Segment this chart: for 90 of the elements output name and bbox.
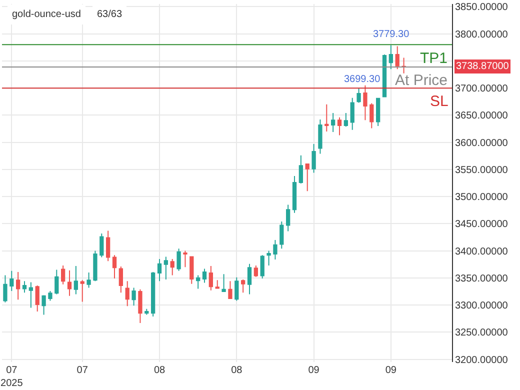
- candlestick: [61, 264, 66, 285]
- candlestick: [344, 112, 348, 128]
- candlestick: [157, 258, 162, 282]
- candlestick: [298, 154, 303, 184]
- candlestick: [273, 239, 278, 260]
- x-tick-label: 08: [154, 365, 166, 376]
- candlestick: [260, 254, 264, 279]
- x-tick-label: 07: [76, 365, 88, 376]
- candlestick: [382, 54, 387, 98]
- x-tick-label: 09: [385, 365, 397, 376]
- candlestick: [28, 282, 33, 308]
- y-tick-label: 3400.00000: [455, 246, 508, 258]
- y-tick-label: 3200.00000: [455, 354, 508, 366]
- candlestick: [395, 46, 400, 70]
- candlestick: [350, 97, 354, 130]
- y-tick-label: 3550.00000: [455, 164, 508, 176]
- candlestick: [331, 112, 336, 133]
- candlestick: [183, 250, 188, 268]
- candlestick: [402, 57, 406, 74]
- x-tick-label: 08: [231, 365, 243, 376]
- candlestick: [305, 164, 310, 192]
- candlestick: [312, 143, 316, 174]
- candlestick: [208, 265, 213, 291]
- x-tick-label: 09: [308, 365, 320, 376]
- candlestick: [176, 248, 181, 272]
- candlestick: [93, 250, 98, 282]
- text: 63/63: [97, 9, 122, 20]
- candlestick: [35, 285, 40, 312]
- candlestick: [151, 271, 156, 317]
- candlestick: [202, 268, 207, 284]
- y-tick-label: 3600.00000: [455, 138, 508, 149]
- candlestick: [86, 272, 91, 288]
- candlestick: [10, 270, 14, 292]
- candlestick: [144, 308, 149, 316]
- y-tick-label: 3800.00000: [455, 29, 508, 40]
- y-tick-label: 3500.00000: [455, 192, 508, 204]
- candlestick: [54, 269, 59, 295]
- y-tick-label: 3300.00000: [455, 300, 508, 312]
- x-tick-label: 07 2025: [0, 365, 24, 389]
- candlestick: [363, 84, 368, 121]
- candlestick: [80, 280, 84, 302]
- candlestick: [74, 265, 78, 295]
- candlestick: [376, 97, 380, 127]
- candlestick: [286, 204, 290, 232]
- candlestick: [125, 280, 130, 307]
- candlestick: [234, 276, 239, 302]
- candlestick: [356, 88, 361, 104]
- candlestick: [190, 256, 194, 284]
- candlestick: [388, 44, 393, 70]
- ref-line-label: At Price: [395, 72, 448, 89]
- y-tick-label: 3850.00000: [455, 2, 508, 14]
- ref-line-label: TP1: [420, 50, 448, 67]
- text: gold-ounce-usd: [12, 9, 81, 20]
- text: 3738.87000: [456, 61, 510, 72]
- candlestick: [138, 288, 142, 324]
- candlestick: [324, 104, 329, 132]
- y-tick-label: 3450.00000: [455, 219, 508, 230]
- candlestick: [164, 256, 168, 280]
- candlestick: [222, 274, 226, 292]
- ref-line-label: SL: [430, 93, 448, 110]
- y-tick-label: 3650.00000: [455, 110, 508, 122]
- candlestick: [318, 119, 322, 154]
- candlestick: [112, 254, 117, 279]
- candlestick: [22, 280, 27, 294]
- candlestick: [48, 290, 52, 302]
- candlestick: [370, 102, 374, 129]
- candlestick: [266, 250, 271, 266]
- annotation: 3699.30: [344, 74, 381, 85]
- candlestick: [170, 258, 174, 276]
- y-tick-label: 3250.00000: [455, 328, 508, 339]
- candlestick: [196, 274, 200, 290]
- candlestick: [118, 266, 123, 294]
- candlestick: [337, 116, 342, 136]
- candlestick: [254, 264, 258, 278]
- candlestick: [280, 221, 284, 250]
- candlestick: [67, 270, 72, 296]
- candlestick: [132, 287, 136, 306]
- y-tick-label: 3350.00000: [455, 273, 508, 284]
- candlestick: [3, 274, 8, 303]
- y-tick-label: 3700.00000: [455, 84, 508, 95]
- annotation: 3779.30: [373, 29, 410, 40]
- candlestick: [42, 294, 46, 316]
- candlestick: [215, 280, 220, 290]
- candlestick: [247, 263, 252, 295]
- candlestick: [228, 280, 232, 300]
- candlestick: [16, 271, 20, 300]
- candlestick: [100, 232, 104, 258]
- candlestick: [106, 230, 110, 262]
- candlestick: [292, 175, 297, 214]
- candlestick: [241, 279, 246, 294]
